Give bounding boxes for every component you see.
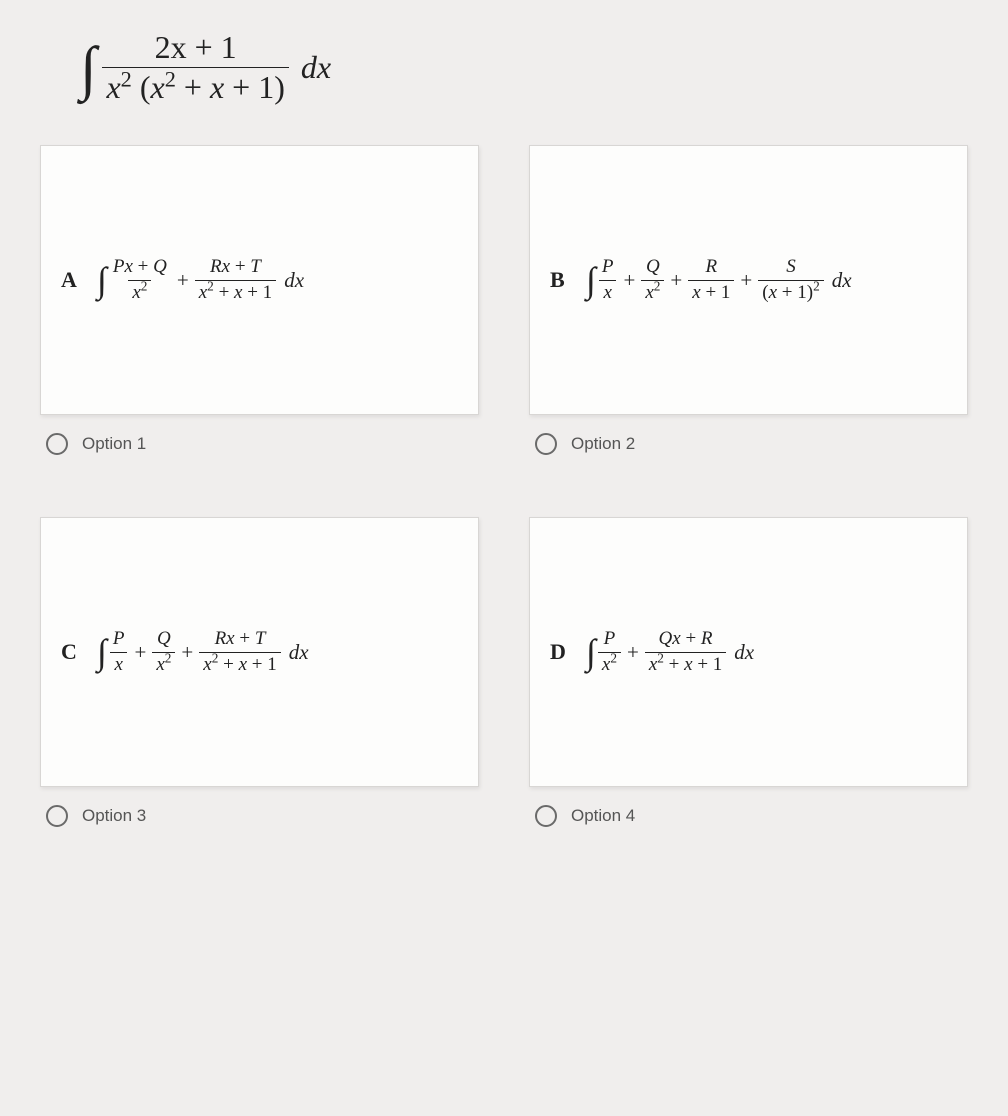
option-formula-c: ∫ Px + Qx2 + Rx + Tx2 + x + 1 dx — [97, 629, 309, 676]
option-card-d: D ∫ Px2 + Qx + Rx2 + x + 1 dx — [529, 517, 968, 787]
option-label: Option 1 — [82, 434, 146, 454]
integral-symbol: ∫ — [97, 266, 107, 295]
radio-icon — [535, 805, 557, 827]
option-letter: B — [550, 267, 586, 293]
integral-symbol: ∫ — [586, 638, 596, 667]
option-radio-4[interactable]: Option 4 — [529, 805, 968, 827]
dx: dx — [295, 49, 331, 86]
option-radio-3[interactable]: Option 3 — [40, 805, 479, 827]
option-letter: A — [61, 267, 97, 293]
options-grid: A ∫ Px + Qx2 + Rx + Tx2 + x + 1 dx Optio… — [40, 145, 968, 877]
integral-symbol: ∫ — [80, 44, 96, 92]
option-block-d: D ∫ Px2 + Qx + Rx2 + x + 1 dx Option 4 — [529, 517, 968, 877]
radio-icon — [46, 805, 68, 827]
option-letter: C — [61, 639, 97, 665]
option-formula-a: ∫ Px + Qx2 + Rx + Tx2 + x + 1 dx — [97, 257, 304, 304]
integral-symbol: ∫ — [97, 638, 107, 667]
option-label: Option 3 — [82, 806, 146, 826]
radio-icon — [46, 433, 68, 455]
option-formula-d: ∫ Px2 + Qx + Rx2 + x + 1 dx — [586, 629, 754, 676]
main-fraction: 2x + 1 x2 (x2 + x + 1) — [102, 30, 288, 105]
option-radio-1[interactable]: Option 1 — [40, 433, 479, 455]
option-label: Option 4 — [571, 806, 635, 826]
question-integral: ∫ 2x + 1 x2 (x2 + x + 1) dx — [40, 30, 968, 105]
option-letter: D — [550, 639, 586, 665]
option-label: Option 2 — [571, 434, 635, 454]
option-card-a: A ∫ Px + Qx2 + Rx + Tx2 + x + 1 dx — [40, 145, 479, 415]
integral-symbol: ∫ — [586, 266, 596, 295]
option-card-b: B ∫ Px + Qx2 + Rx + 1 + S(x + 1)2 dx — [529, 145, 968, 415]
option-formula-b: ∫ Px + Qx2 + Rx + 1 + S(x + 1)2 dx — [586, 257, 852, 304]
option-card-c: C ∫ Px + Qx2 + Rx + Tx2 + x + 1 dx — [40, 517, 479, 787]
option-block-a: A ∫ Px + Qx2 + Rx + Tx2 + x + 1 dx Optio… — [40, 145, 479, 505]
option-block-b: B ∫ Px + Qx2 + Rx + 1 + S(x + 1)2 dx Opt… — [529, 145, 968, 505]
main-denominator: x2 (x2 + x + 1) — [102, 67, 288, 105]
option-block-c: C ∫ Px + Qx2 + Rx + Tx2 + x + 1 dx Optio… — [40, 517, 479, 877]
main-numerator: 2x + 1 — [151, 30, 241, 67]
radio-icon — [535, 433, 557, 455]
option-radio-2[interactable]: Option 2 — [529, 433, 968, 455]
